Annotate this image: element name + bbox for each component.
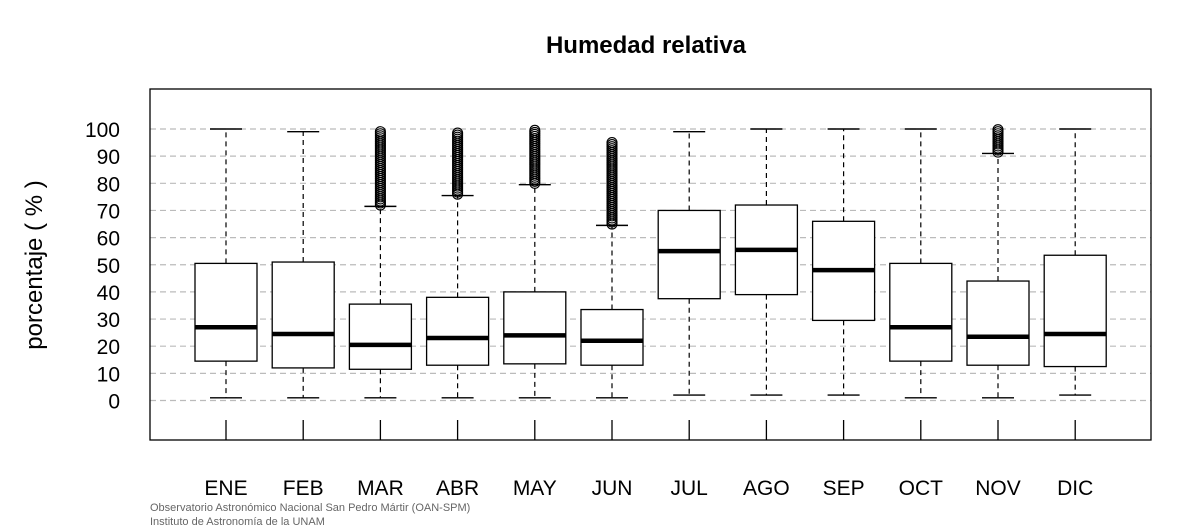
y-tick-label: 70: [97, 200, 120, 223]
y-tick-label: 80: [97, 173, 120, 196]
outlier-point: [529, 124, 541, 136]
x-tick-label: AGO: [743, 477, 790, 500]
y-tick-label: 90: [97, 146, 120, 169]
x-tick-label: MAY: [513, 477, 557, 500]
box-ene: [194, 128, 258, 399]
box-ago: [734, 128, 799, 396]
box-iqr: [271, 261, 335, 369]
y-axis-ticks: 0 10 20 30 40 50 60 70 80 90 100: [85, 119, 120, 414]
x-tick-label: DIC: [1057, 477, 1093, 500]
y-tick-label: 60: [97, 228, 120, 251]
y-tick-label: 30: [97, 309, 120, 332]
x-tick-label: OCT: [899, 477, 944, 500]
box-iqr: [503, 291, 567, 365]
y-tick-label: 50: [97, 255, 120, 278]
box-nov: [966, 124, 1030, 399]
box-sep: [811, 128, 876, 396]
box-iqr: [194, 262, 258, 362]
outlier-point: [606, 137, 618, 149]
y-tick-label: 10: [97, 363, 120, 386]
x-axis-ticks: ENE FEB MAR ABR MAY JUN JUL AGO SEP OCT NOV DIC: [204, 420, 1093, 500]
x-tick-label: SEP: [823, 477, 865, 500]
box-iqr: [1043, 254, 1107, 368]
y-tick-label: 0: [108, 391, 120, 414]
x-tick-label: ABR: [436, 477, 479, 500]
box-may: [503, 124, 567, 399]
box-iqr: [889, 262, 953, 362]
chart-title: Humedad relativa: [546, 32, 747, 59]
y-tick-label: 20: [97, 336, 120, 359]
box-abr: [425, 127, 490, 399]
box-iqr: [348, 303, 413, 370]
box-mar: [348, 126, 413, 399]
box-dic: [1043, 128, 1107, 396]
x-tick-label: NOV: [975, 477, 1021, 500]
box-iqr: [966, 280, 1030, 366]
box-feb: [271, 131, 335, 399]
y-tick-label: 40: [97, 282, 120, 305]
x-tick-label: JUN: [592, 477, 633, 500]
box-jul: [657, 131, 721, 396]
x-tick-label: FEB: [283, 477, 324, 500]
y-axis-label: porcentaje ( % ): [21, 180, 48, 349]
box-jun: [580, 137, 644, 399]
footer-institute: Instituto de Astronomía de la UNAM: [150, 516, 325, 528]
footer-observatory: Observatorio Astronómico Nacional San Pe…: [150, 502, 471, 514]
box-iqr: [657, 209, 721, 300]
plot-frame: [149, 88, 1152, 441]
outlier-point: [374, 126, 386, 138]
outlier-point: [992, 124, 1004, 136]
y-tick-label: 100: [85, 119, 120, 142]
boxes: [194, 124, 1107, 399]
x-tick-label: MAR: [357, 477, 404, 500]
box-iqr: [580, 308, 644, 366]
x-tick-label: JUL: [671, 477, 708, 500]
outlier-point: [452, 127, 464, 139]
x-tick-label: ENE: [204, 477, 247, 500]
box-iqr: [425, 296, 490, 366]
box-oct: [889, 128, 953, 399]
